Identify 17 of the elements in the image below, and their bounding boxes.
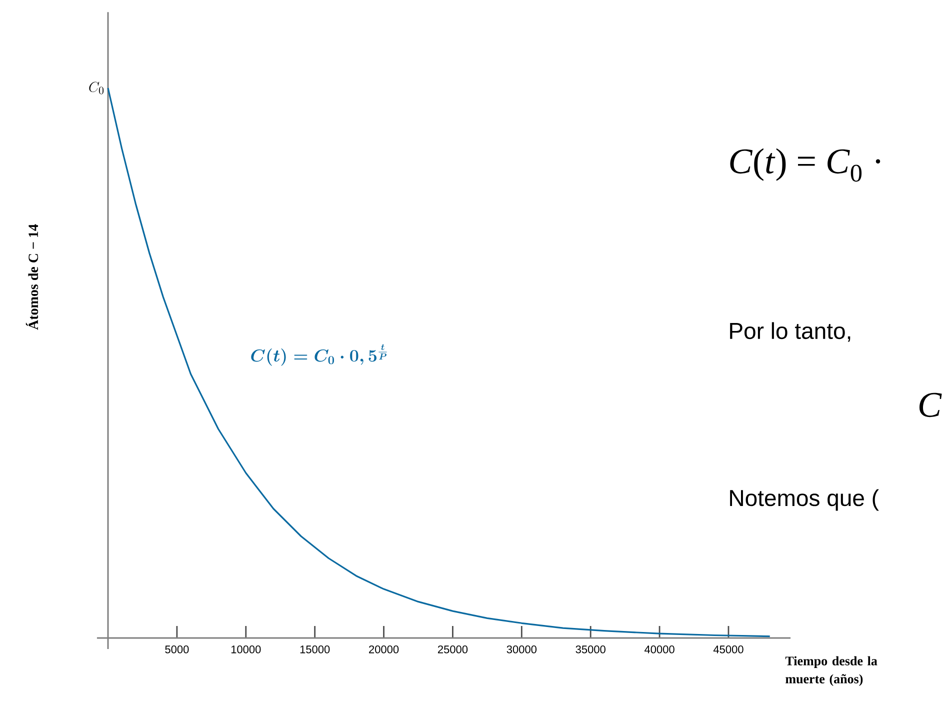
annotation: Por lo tanto, <box>730 322 850 342</box>
text: C <box>919 392 942 418</box>
annotation: $C(t) = C_0 \cdot 0,5^{\frac{t}{P}}$ <box>251 344 387 366</box>
annotation: Notemos que ( <box>730 489 879 511</box>
x-tick-label: 25000 <box>438 646 468 654</box>
x-axis-title: Tiempo desde la muerte (años) <box>785 656 878 686</box>
y-axis-title: Átomos de C − 14 <box>26 224 38 330</box>
x-tick-label: 45000 <box>713 646 744 654</box>
annotation: $C_0$ <box>89 82 104 94</box>
x-tick-label: 5000 <box>165 646 189 654</box>
x-tick-label: 40000 <box>644 646 674 654</box>
x-tick-label: 10000 <box>231 646 261 654</box>
x-tick-label: 15000 <box>300 646 330 654</box>
x-tick-label: 30000 <box>506 646 537 654</box>
x-tick-label: 20000 <box>369 646 399 654</box>
x-tick-label: 35000 <box>576 646 606 654</box>
annotation: C(t) = C$_{0}$ · <box>730 148 880 182</box>
